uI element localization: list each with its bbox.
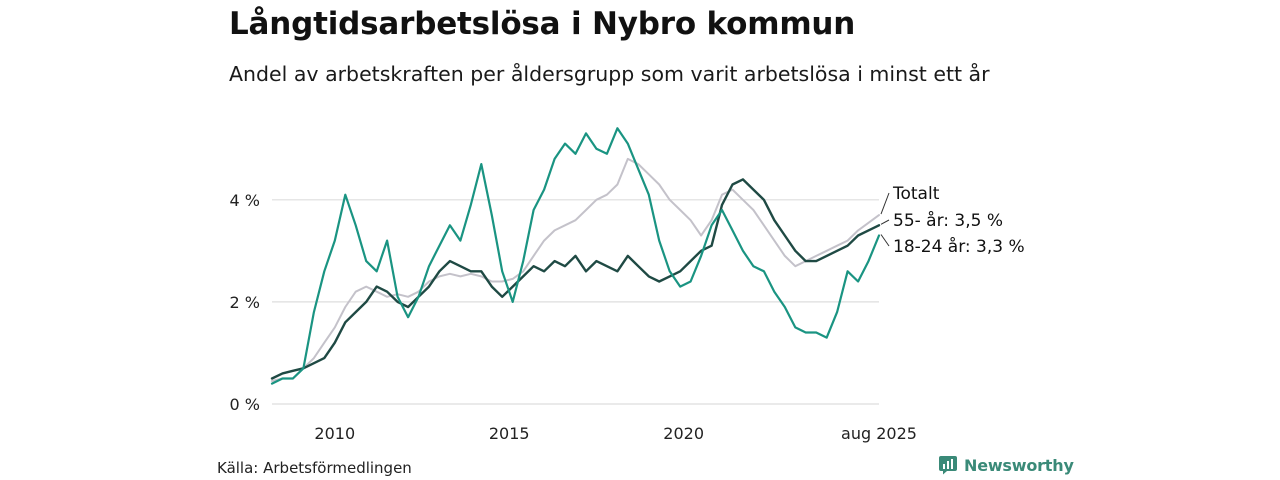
newsworthy-logo-icon bbox=[939, 456, 957, 475]
y-tick-label: 4 % bbox=[230, 191, 260, 210]
series-end-label: Totalt bbox=[892, 184, 940, 204]
source-note: Källa: Arbetsförmedlingen bbox=[217, 459, 412, 477]
series-end-label: 18-24 år: 3,3 % bbox=[893, 236, 1025, 257]
brand-name: Newsworthy bbox=[964, 455, 1074, 475]
chart-subtitle: Andel av arbetskraften per åldersgrupp s… bbox=[229, 62, 990, 86]
series-line bbox=[270, 127, 881, 385]
series-label-connector bbox=[880, 219, 890, 225]
series-line bbox=[271, 157, 880, 382]
x-tick-label: 2010 bbox=[314, 424, 355, 443]
x-tick-label: 2020 bbox=[663, 424, 704, 443]
y-tick-label: 0 % bbox=[230, 395, 260, 414]
brand: Newsworthy bbox=[938, 455, 1074, 475]
series-label-connector bbox=[880, 192, 890, 215]
x-tick-label: aug 2025 bbox=[841, 424, 917, 443]
series-line bbox=[270, 178, 881, 380]
chart-title: Långtidsarbetslösa i Nybro kommun bbox=[229, 6, 856, 42]
series-end-label: 55- år: 3,5 % bbox=[893, 210, 1003, 231]
y-tick-label: 2 % bbox=[230, 293, 260, 312]
x-tick-label: 2015 bbox=[489, 424, 530, 443]
series-label-connector bbox=[880, 234, 890, 247]
